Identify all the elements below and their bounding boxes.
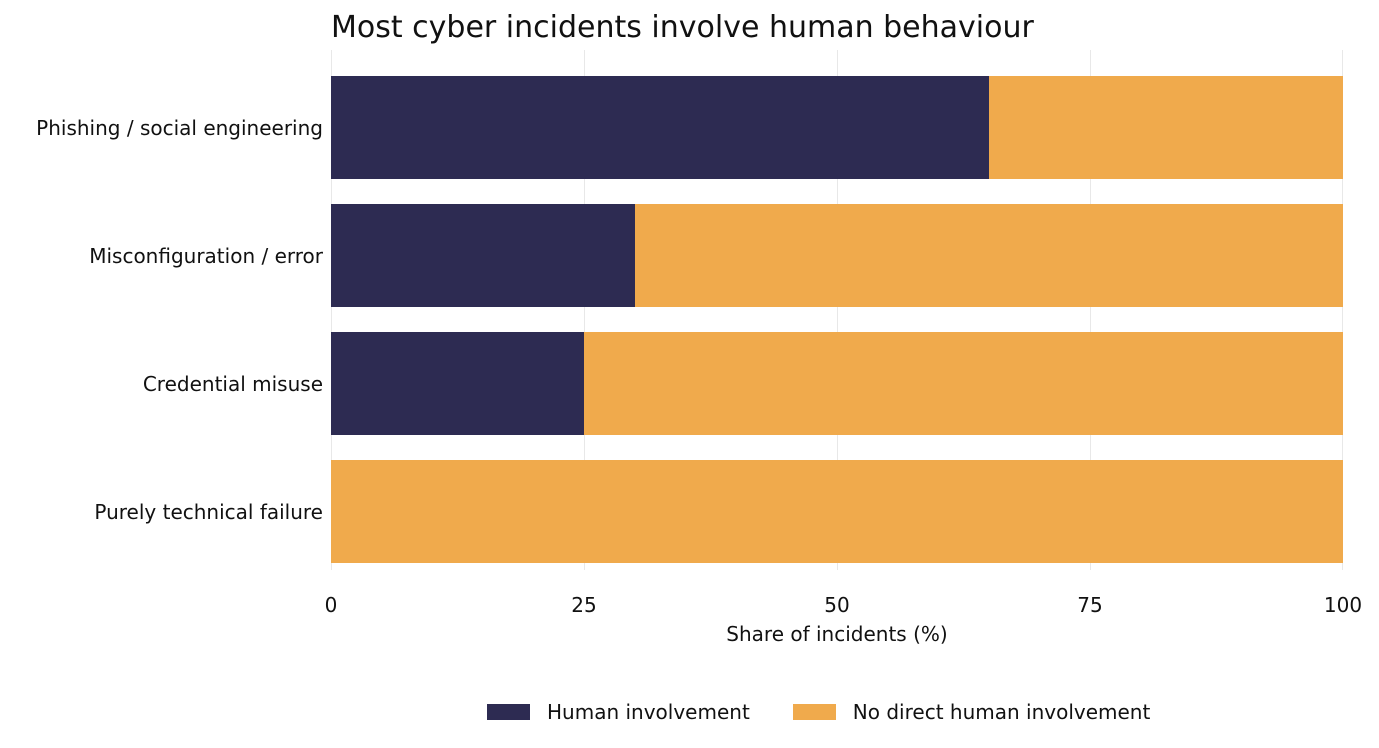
legend-label: Human involvement bbox=[547, 700, 750, 724]
legend-swatch bbox=[487, 704, 530, 720]
y-tick-label: Credential misuse bbox=[142, 372, 323, 396]
bar-segment bbox=[331, 204, 635, 307]
x-tick-label: 75 bbox=[1077, 593, 1103, 617]
bar-row bbox=[331, 460, 1343, 563]
y-tick-label: Phishing / social engineering bbox=[36, 116, 323, 140]
y-tick-label: Purely technical failure bbox=[94, 500, 323, 524]
bar-segment bbox=[331, 76, 989, 179]
bar-segment bbox=[331, 460, 1343, 563]
x-tick-label: 50 bbox=[824, 593, 850, 617]
legend-item-no-human: No direct human involvement bbox=[792, 700, 1151, 724]
bar-segment bbox=[988, 76, 1343, 179]
bar-row bbox=[331, 76, 1343, 179]
bar-row bbox=[331, 332, 1343, 435]
gridline bbox=[584, 50, 585, 570]
y-tick-label: Misconfiguration / error bbox=[89, 244, 323, 268]
gridline bbox=[837, 50, 838, 570]
x-tick-label: 25 bbox=[571, 593, 597, 617]
legend: Human involvement No direct human involv… bbox=[487, 700, 1193, 724]
gridline bbox=[1090, 50, 1091, 570]
x-axis-label: Share of incidents (%) bbox=[726, 622, 948, 646]
legend-swatch bbox=[792, 704, 836, 720]
gridline bbox=[1342, 50, 1343, 570]
bar-row bbox=[331, 204, 1343, 307]
bar-segment bbox=[634, 204, 1343, 307]
plot-area bbox=[331, 50, 1343, 570]
gridline bbox=[331, 50, 332, 570]
x-tick-label: 100 bbox=[1323, 593, 1363, 617]
legend-label: No direct human involvement bbox=[852, 700, 1151, 724]
legend-item-human: Human involvement bbox=[487, 700, 750, 724]
bar-segment bbox=[584, 332, 1343, 435]
x-tick-label: 0 bbox=[324, 593, 338, 617]
bar-segment bbox=[331, 332, 584, 435]
chart-title: Most cyber incidents involve human behav… bbox=[331, 10, 1034, 45]
